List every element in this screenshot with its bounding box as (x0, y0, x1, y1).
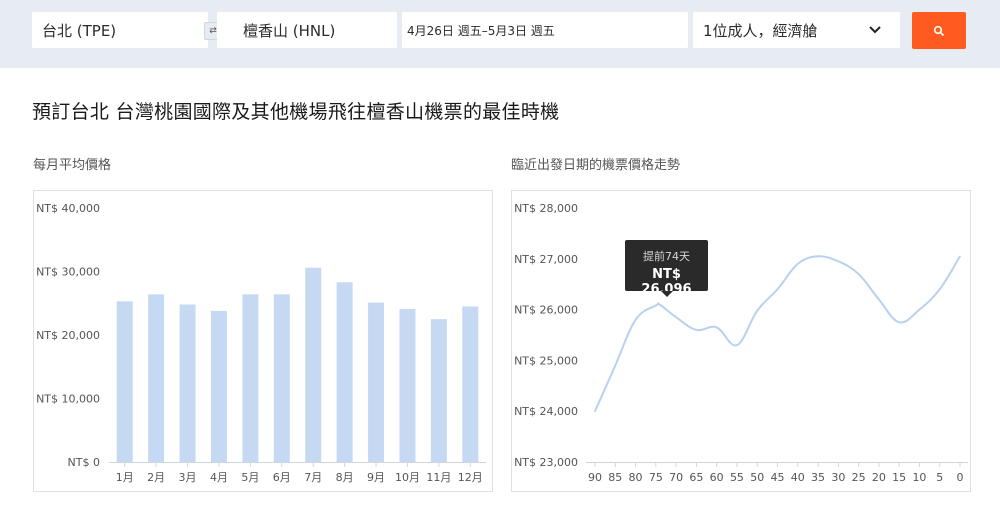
y-tick-label: NT$ 23,000 (514, 456, 578, 469)
x-tick-label: 2月 (147, 471, 165, 484)
x-tick-label: 30 (831, 471, 845, 484)
page-title: 預訂台北 台灣桃園國際及其他機場飛往檀香山機票的最佳時機 (32, 101, 560, 123)
search-icon (933, 25, 945, 36)
data-point (756, 309, 759, 312)
x-tick-label: 55 (730, 471, 744, 484)
bar (336, 282, 353, 462)
data-point (959, 255, 961, 258)
x-tick-label: 65 (689, 471, 703, 484)
x-tick-label: 3月 (179, 471, 197, 484)
x-tick-label: 15 (892, 471, 906, 484)
price-trend-chart: NT$ 23,000 NT$ 24,000 NT$ 25,000 NT$ 26,000… (511, 190, 971, 492)
line-chart-svg: NT$ 23,000 NT$ 24,000 NT$ 25,000 NT$ 26,000… (514, 202, 968, 484)
data-point (878, 298, 880, 301)
search-bar: 台北 (TPE) ⇄ 檀香山 (HNL) 4月26日 週五–5月3日 週五 1位… (0, 0, 1000, 68)
bar (305, 267, 322, 462)
x-tick-label: 45 (771, 471, 785, 484)
data-point (918, 308, 921, 311)
x-tick-label: 35 (811, 471, 825, 484)
bar (242, 294, 259, 462)
y-tick-label: NT$ 24,000 (514, 405, 578, 418)
y-tick-label: NT$ 25,000 (514, 354, 578, 367)
x-tick-label: 80 (629, 471, 643, 484)
data-point (675, 316, 677, 319)
data-point (898, 321, 900, 324)
data-point (594, 410, 596, 412)
x-tick-label: 85 (608, 471, 622, 484)
x-tick-label: 5 (936, 471, 943, 484)
passenger-cabin-select[interactable]: 1位成人，經濟艙 (693, 12, 900, 48)
x-tick-label: 4月 (210, 471, 228, 484)
trend-chart-title: 臨近出發日期的機票價格走勢 (511, 158, 681, 173)
data-point (695, 329, 698, 331)
data-point (715, 326, 718, 329)
bar (273, 294, 290, 462)
origin-field[interactable]: 台北 (TPE) (32, 12, 208, 48)
price-tooltip: 提前74天 NT$ 26,096 (625, 240, 708, 297)
x-tick-label: 6月 (273, 471, 291, 484)
x-tick-label: 9月 (367, 471, 385, 484)
x-tick-label: 11月 (426, 471, 451, 484)
x-tick-label: 8月 (336, 471, 354, 484)
y-tick-label: NT$ 30,000 (36, 266, 100, 279)
data-point (655, 304, 657, 307)
price-trend-line (594, 255, 961, 412)
monthly-price-chart: NT$ 0 NT$ 10,000 NT$ 20,000 NT$ 30,000 NT$ 4… (33, 190, 493, 492)
data-point (659, 303, 661, 306)
y-tick-label: NT$ 27,000 (514, 253, 578, 266)
data-point (938, 288, 941, 291)
bar (430, 319, 447, 462)
y-tick-label: NT$ 28,000 (514, 202, 578, 215)
y-tick-label: NT$ 20,000 (36, 329, 100, 342)
data-point (614, 364, 617, 367)
passenger-cabin-value: 1位成人，經濟艙 (703, 21, 818, 40)
tooltip-label: 提前74天 (643, 250, 690, 263)
search-button[interactable] (912, 12, 966, 49)
chevron-down-icon (869, 26, 881, 34)
x-tick-label: 7月 (304, 471, 322, 484)
bar (179, 304, 196, 462)
data-point (796, 263, 799, 265)
bar (148, 294, 165, 462)
x-tick-label: 25 (852, 471, 866, 484)
x-tick-label: 70 (669, 471, 683, 484)
x-tick-label: 10月 (395, 471, 420, 484)
bar (399, 308, 416, 462)
x-tick-label: 5月 (241, 471, 259, 484)
bar (368, 302, 385, 462)
y-tick-label: NT$ 26,000 (514, 304, 578, 317)
bar (116, 301, 133, 462)
x-tick-label: 60 (710, 471, 724, 484)
x-tick-label: 50 (750, 471, 764, 484)
x-tick-label: 0 (957, 471, 964, 484)
data-point (776, 288, 779, 291)
y-tick-label: NT$ 0 (68, 456, 100, 469)
bar-chart-svg: NT$ 0 NT$ 10,000 NT$ 20,000 NT$ 30,000 NT$ 4… (36, 202, 486, 484)
destination-value: 檀香山 (HNL) (243, 21, 336, 40)
data-point (817, 255, 819, 258)
date-field[interactable]: 4月26日 週五–5月3日 週五 (402, 12, 688, 48)
tooltip-value: NT$ 26,096 (641, 267, 692, 297)
x-tick-label: 1月 (116, 471, 134, 484)
bar (210, 310, 227, 462)
origin-value: 台北 (TPE) (42, 21, 117, 40)
y-tick-label: NT$ 10,000 (36, 393, 100, 406)
data-point (736, 344, 738, 346)
x-tick-label: 10 (912, 471, 926, 484)
data-point (837, 260, 840, 263)
x-tick-label: 20 (872, 471, 886, 484)
x-tick-label: 75 (649, 471, 663, 484)
x-tick-label: 40 (791, 471, 805, 484)
y-tick-label: NT$ 40,000 (36, 202, 100, 215)
x-tick-label: 90 (588, 471, 602, 484)
monthly-chart-title: 每月平均價格 (33, 158, 112, 173)
destination-field[interactable]: 檀香山 (HNL) (217, 12, 397, 48)
date-value: 4月26日 週五–5月3日 週五 (407, 23, 555, 38)
bar (462, 306, 479, 462)
x-tick-label: 12月 (458, 471, 483, 484)
data-point (857, 273, 860, 275)
data-point (634, 318, 637, 321)
